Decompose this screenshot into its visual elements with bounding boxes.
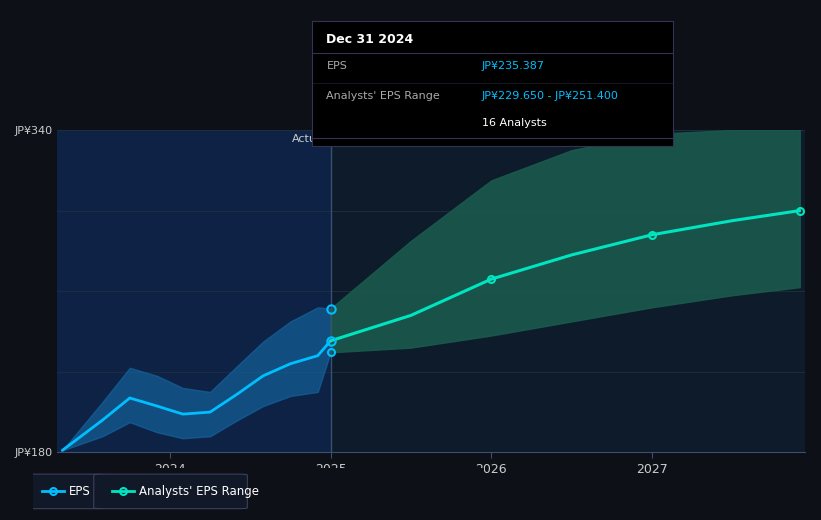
Text: JP¥235.387: JP¥235.387 [482, 61, 545, 71]
Text: Dec 31 2024: Dec 31 2024 [327, 33, 414, 46]
Text: EPS: EPS [69, 485, 90, 498]
Text: EPS: EPS [327, 61, 347, 71]
Bar [331, 130, 805, 452]
Text: Analysts Forecasts: Analysts Forecasts [334, 134, 438, 144]
Text: Actual: Actual [292, 134, 328, 144]
Bar [57, 130, 331, 452]
Text: JP¥229.650 - JP¥251.400: JP¥229.650 - JP¥251.400 [482, 90, 619, 101]
Text: Analysts' EPS Range: Analysts' EPS Range [139, 485, 259, 498]
Text: 16 Analysts: 16 Analysts [482, 118, 547, 128]
FancyBboxPatch shape [94, 474, 247, 509]
FancyBboxPatch shape [24, 474, 105, 509]
Text: Analysts' EPS Range: Analysts' EPS Range [327, 90, 440, 101]
